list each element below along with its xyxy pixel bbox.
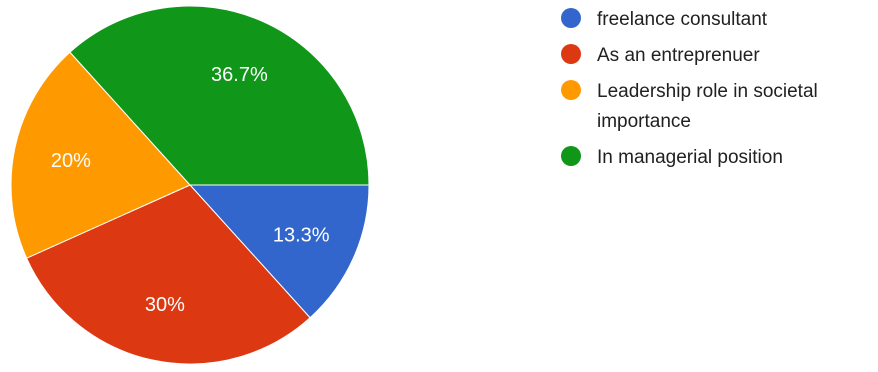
pie-slice-2[interactable]: [10, 51, 191, 259]
slice-labels: 13.3% 30% 20% 36.7%: [51, 64, 330, 316]
legend-swatch-2: [561, 80, 581, 100]
pie-slices: [10, 5, 370, 365]
legend-label-1[interactable]: As an entreprenuer: [597, 45, 760, 66]
slice-label-3: 36.7%: [211, 64, 268, 86]
legend-label-line: As an entreprenuer: [597, 45, 760, 66]
legend-label-0[interactable]: freelance consultant: [597, 9, 768, 30]
legend-label-2[interactable]: Leadership role in societal importance: [597, 81, 818, 132]
legend-label-line: freelance consultant: [597, 9, 768, 30]
legend-label-line: In managerial position: [597, 147, 783, 168]
legend-swatch-3: [561, 146, 581, 166]
legend-swatch-1: [561, 44, 581, 64]
legend-label-line: importance: [597, 111, 691, 132]
pie-slice-0[interactable]: [188, 184, 370, 319]
legend: freelance consultant As an entreprenuer Le…: [561, 8, 818, 168]
pie-slice-1[interactable]: [25, 184, 311, 365]
slice-label-2: 20%: [51, 150, 91, 172]
slice-label-0: 13.3%: [273, 224, 330, 246]
legend-label-3[interactable]: In managerial position: [597, 147, 783, 168]
legend-label-line: Leadership role in societal: [597, 81, 818, 102]
slice-label-1: 30%: [145, 294, 185, 316]
pie-slice-3[interactable]: [69, 5, 370, 186]
legend-swatch-0: [561, 8, 581, 28]
